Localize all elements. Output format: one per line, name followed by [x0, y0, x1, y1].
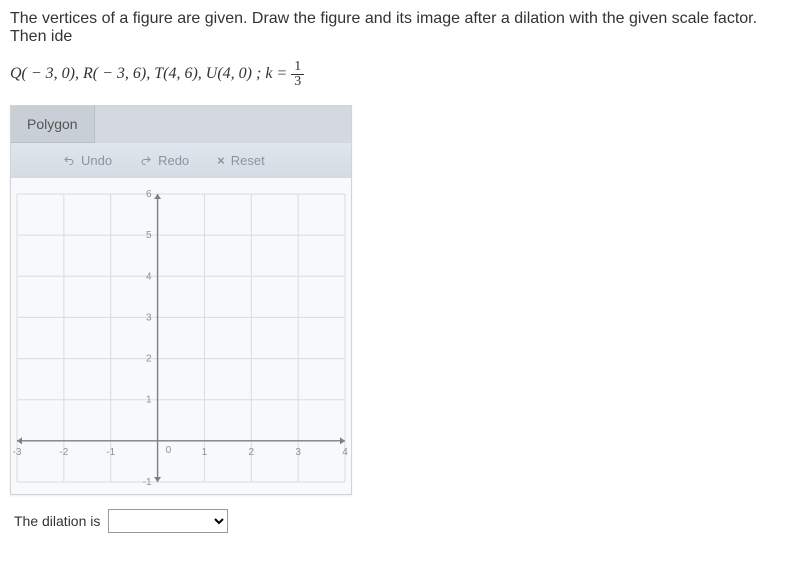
svg-text:-1: -1: [106, 447, 115, 458]
svg-text:-3: -3: [13, 447, 22, 458]
undo-button[interactable]: Undo: [63, 153, 112, 168]
svg-text:0: 0: [166, 445, 172, 456]
vertices-line: Q( − 3, 0), R( − 3, 6), T(4, 6), U(4, 0)…: [10, 60, 790, 89]
graph-area[interactable]: -3 -2 -1 0 1 2 3 4 -1 1 2 3 4 5 6: [11, 178, 351, 494]
redo-button[interactable]: Redo: [140, 153, 189, 168]
svg-text:1: 1: [202, 447, 208, 458]
svg-text:6: 6: [146, 189, 152, 200]
reset-button[interactable]: × Reset: [217, 153, 265, 168]
redo-icon: [140, 155, 152, 167]
svg-text:5: 5: [146, 230, 152, 241]
scale-factor-fraction: 1 3: [291, 60, 304, 89]
svg-text:3: 3: [295, 447, 301, 458]
graph-widget: Polygon Undo Redo × Reset -3 -2 -1 0 1 2 3 4 -1 1…: [10, 105, 352, 495]
reset-icon: ×: [217, 153, 225, 168]
coordinate-grid[interactable]: -3 -2 -1 0 1 2 3 4 -1 1 2 3 4 5 6: [11, 188, 351, 488]
answer-row: The dilation is: [10, 495, 790, 537]
svg-text:-1: -1: [143, 477, 152, 488]
vertices-text: Q( − 3, 0), R( − 3, 6), T(4, 6), U(4, 0)…: [10, 65, 287, 82]
instruction-text: The vertices of a figure are given. Draw…: [10, 10, 790, 46]
svg-text:-2: -2: [59, 447, 68, 458]
svg-text:4: 4: [342, 447, 348, 458]
undo-label: Undo: [81, 153, 112, 168]
redo-label: Redo: [158, 153, 189, 168]
svg-text:3: 3: [146, 312, 152, 323]
toolbar: Undo Redo × Reset: [11, 143, 351, 178]
fraction-denominator: 3: [291, 75, 304, 89]
reset-label: Reset: [231, 153, 265, 168]
svg-text:1: 1: [146, 395, 152, 406]
tab-polygon[interactable]: Polygon: [11, 106, 95, 143]
undo-icon: [63, 155, 75, 167]
answer-prompt: The dilation is: [14, 513, 100, 529]
dilation-type-select[interactable]: [108, 509, 228, 533]
svg-text:2: 2: [249, 447, 255, 458]
svg-text:4: 4: [146, 271, 152, 282]
svg-text:2: 2: [146, 354, 152, 365]
tab-row: Polygon: [11, 106, 351, 143]
fraction-numerator: 1: [291, 60, 304, 75]
